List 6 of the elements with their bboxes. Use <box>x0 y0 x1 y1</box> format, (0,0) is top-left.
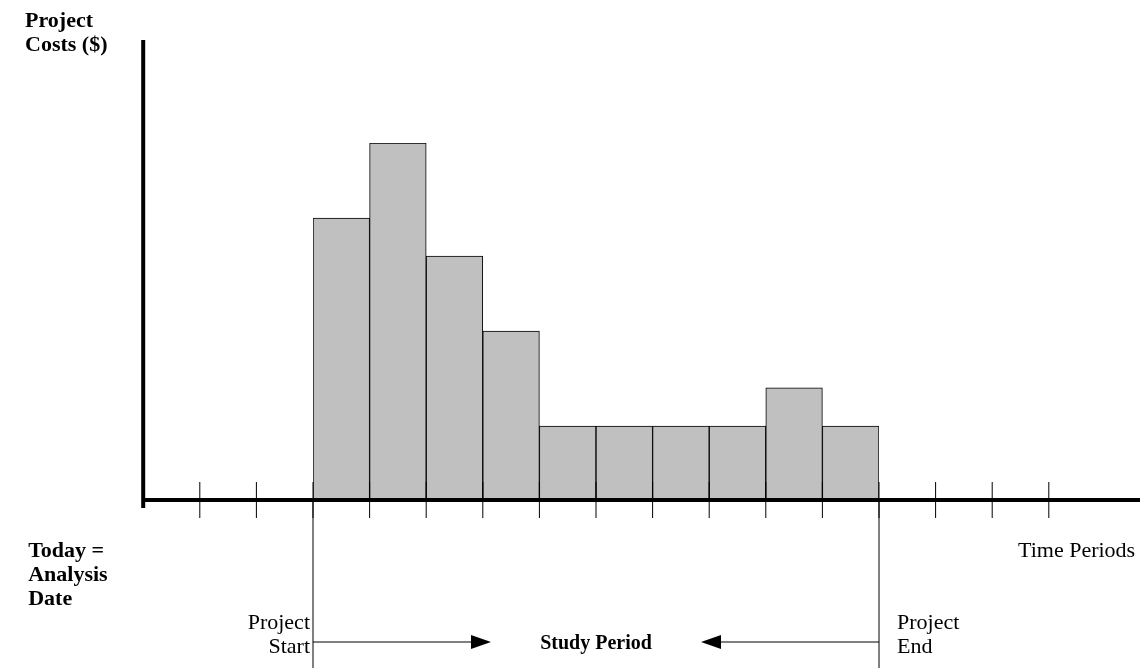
text: Time Periods <box>1018 537 1137 562</box>
text: Study Period <box>539 630 653 654</box>
text: Project Costs ($) <box>25 7 109 56</box>
text: Today = Analysis Date <box>28 537 109 610</box>
text: Project End <box>897 609 961 658</box>
text: Project Start <box>246 609 310 658</box>
